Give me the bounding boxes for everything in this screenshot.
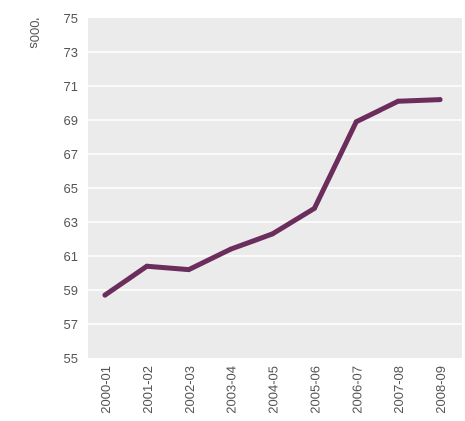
data-point xyxy=(186,267,192,273)
y-tick-label: 75 xyxy=(64,11,78,26)
data-point xyxy=(144,263,150,269)
data-point xyxy=(353,119,359,125)
gridlines xyxy=(88,51,462,325)
y-tick-label: 61 xyxy=(64,249,78,264)
x-tick-label: 2008-09 xyxy=(433,366,448,414)
x-axis: 2000-01 2001-02 2002-03 2003-04 2004-05 2005-… xyxy=(98,366,448,414)
y-tick-label: 63 xyxy=(64,215,78,230)
y-tick-label: 67 xyxy=(64,147,78,162)
data-point xyxy=(437,97,443,103)
x-tick-label: 2005-06 xyxy=(307,366,322,414)
data-point xyxy=(102,292,108,298)
data-points xyxy=(102,97,443,298)
data-point xyxy=(228,246,234,252)
y-tick-label: 65 xyxy=(64,181,78,196)
data-point xyxy=(270,231,275,237)
data-point xyxy=(311,205,317,211)
y-axis-title: '000s xyxy=(27,18,42,49)
x-tick-label: 2002-03 xyxy=(182,366,197,414)
y-tick-label: 59 xyxy=(64,283,78,298)
y-tick-label: 69 xyxy=(64,113,78,128)
y-tick-label: 55 xyxy=(64,351,78,366)
y-tick-label: 57 xyxy=(64,317,78,332)
x-tick-label: 2006-07 xyxy=(349,366,364,414)
x-tick-label: 2003-04 xyxy=(224,366,239,414)
y-axis: 55 57 59 61 63 65 67 69 71 73 75 xyxy=(64,11,78,366)
y-tick-label: 73 xyxy=(64,45,78,60)
x-tick-label: 2000-01 xyxy=(98,366,113,414)
x-tick-label: 2004-05 xyxy=(266,366,281,414)
data-point xyxy=(395,98,401,104)
y-tick-label: 71 xyxy=(64,79,78,94)
x-tick-label: 2007-08 xyxy=(391,366,406,414)
x-tick-label: 2001-02 xyxy=(140,366,155,414)
